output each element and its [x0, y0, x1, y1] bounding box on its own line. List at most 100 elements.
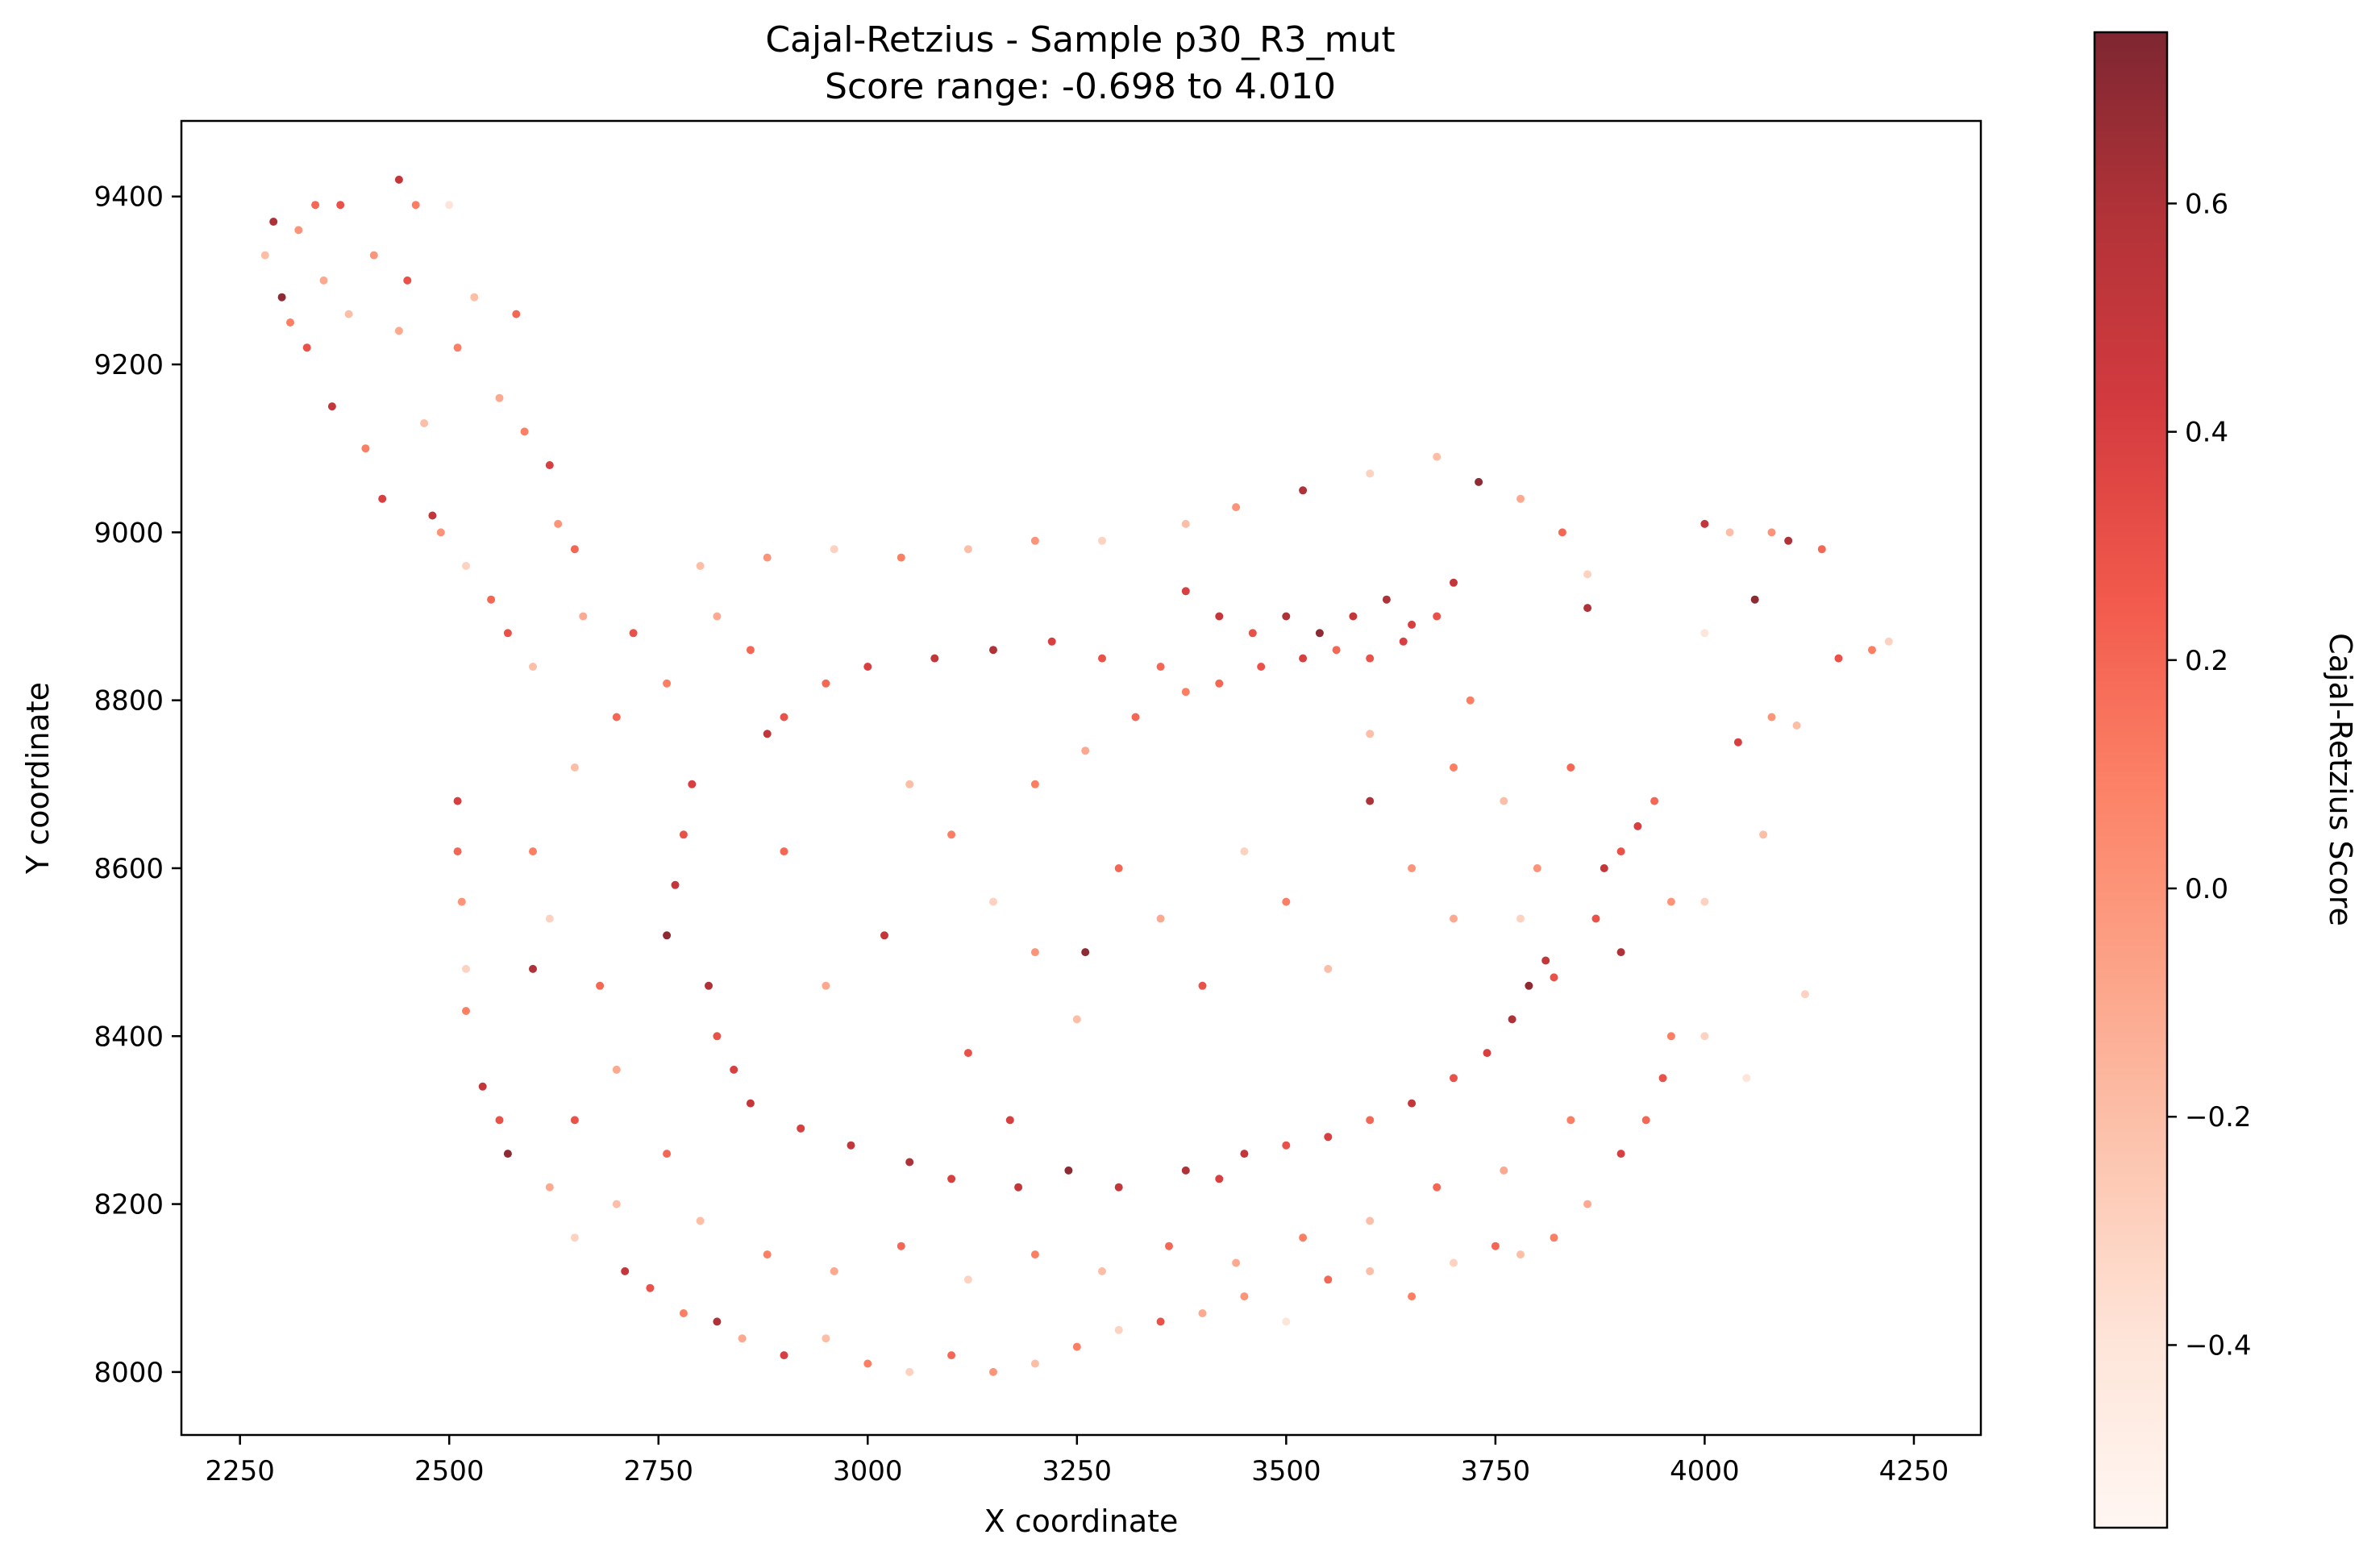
data-point	[905, 780, 914, 788]
data-point	[462, 964, 470, 973]
data-point	[1114, 1325, 1123, 1334]
data-point	[570, 763, 579, 772]
data-point	[1030, 948, 1039, 957]
data-point	[963, 1049, 972, 1058]
data-point	[453, 343, 462, 352]
data-point	[420, 419, 429, 427]
data-point	[1583, 1200, 1592, 1208]
data-point	[863, 1359, 872, 1368]
data-point	[1181, 519, 1190, 528]
data-point	[411, 201, 420, 210]
data-point	[462, 562, 470, 570]
data-point	[1666, 897, 1675, 906]
x-tick-label: 3500	[1251, 1455, 1321, 1487]
data-point	[1315, 629, 1324, 638]
x-tick-label: 2250	[205, 1455, 275, 1487]
data-point	[822, 679, 830, 688]
y-axis-label: Y coordinate	[20, 682, 56, 875]
data-point	[1616, 948, 1625, 957]
data-point	[529, 964, 537, 973]
data-point	[947, 1351, 956, 1360]
data-point	[1541, 956, 1550, 965]
chart-subtitle: Score range: -0.698 to 4.010	[825, 66, 1336, 107]
y-tick-label: 8600	[94, 853, 164, 885]
data-point	[897, 553, 905, 562]
data-point	[629, 629, 638, 638]
data-point	[1516, 1250, 1525, 1259]
data-point	[705, 981, 713, 990]
data-point	[1324, 964, 1333, 973]
data-point	[554, 519, 563, 528]
data-point	[1072, 1015, 1081, 1024]
data-point	[663, 931, 672, 940]
data-point	[1098, 536, 1106, 545]
data-point	[1240, 1292, 1249, 1301]
y-tick-label: 8800	[94, 685, 164, 717]
data-point	[1215, 612, 1224, 621]
x-tick-label: 4250	[1879, 1455, 1949, 1487]
x-tick-label: 3000	[833, 1455, 903, 1487]
data-point	[1784, 536, 1793, 545]
data-point	[1450, 578, 1458, 587]
data-point	[1399, 637, 1408, 646]
data-point	[1081, 948, 1090, 957]
data-point	[1324, 1133, 1333, 1142]
data-point	[1165, 1242, 1173, 1250]
data-point	[457, 897, 466, 906]
data-point	[311, 201, 320, 210]
data-point	[403, 276, 412, 285]
data-point	[277, 293, 286, 302]
colorbar-tick-label: −0.2	[2185, 1101, 2252, 1133]
data-point	[436, 528, 445, 537]
data-point	[1450, 1258, 1458, 1267]
data-point	[1633, 821, 1642, 830]
data-point	[327, 402, 336, 411]
data-point	[487, 595, 496, 604]
data-point	[545, 914, 554, 923]
data-point	[780, 1351, 788, 1360]
data-point	[1366, 1116, 1375, 1125]
data-point	[930, 654, 939, 663]
y-tick-label: 9200	[94, 349, 164, 381]
data-point	[1156, 663, 1165, 671]
data-point	[671, 880, 680, 889]
data-point	[1215, 679, 1224, 688]
data-point	[1198, 981, 1207, 990]
data-point	[503, 1150, 512, 1158]
data-point	[713, 1032, 722, 1041]
data-point	[1433, 1183, 1442, 1192]
colorbar	[2093, 31, 2169, 1529]
x-tick-label: 3750	[1461, 1455, 1531, 1487]
data-point	[1658, 1074, 1667, 1083]
data-point	[847, 1141, 855, 1150]
data-point	[830, 545, 838, 554]
data-point	[462, 1007, 470, 1015]
data-point	[738, 1334, 747, 1343]
data-point	[269, 218, 278, 226]
data-point	[260, 251, 269, 260]
y-tick-label: 8400	[94, 1021, 164, 1053]
data-point	[763, 553, 772, 562]
data-point	[596, 981, 605, 990]
data-point	[1666, 1032, 1675, 1041]
x-tick-label: 4000	[1670, 1455, 1740, 1487]
data-point	[1516, 914, 1525, 923]
data-point	[1725, 528, 1734, 537]
data-point	[1114, 864, 1123, 872]
data-point	[1299, 1233, 1308, 1242]
data-point	[1072, 1342, 1081, 1351]
data-point	[1240, 1150, 1249, 1158]
data-point	[713, 612, 722, 621]
colorbar-label: Cajal-Retzius Score	[2323, 633, 2358, 926]
data-point	[1366, 654, 1375, 663]
data-point	[897, 1242, 905, 1250]
data-point	[1566, 763, 1575, 772]
data-point	[1282, 612, 1291, 621]
data-point	[612, 1065, 621, 1074]
y-tick-label: 8000	[94, 1357, 164, 1389]
data-point	[1450, 914, 1458, 923]
data-point	[1282, 1141, 1291, 1150]
data-point	[1550, 973, 1558, 982]
data-point	[470, 293, 479, 302]
